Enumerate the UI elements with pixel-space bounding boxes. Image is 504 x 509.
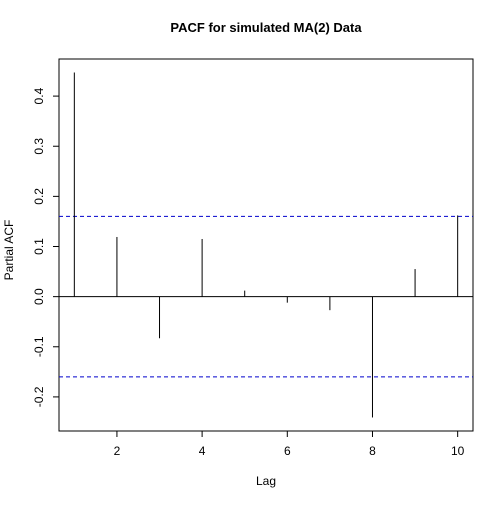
x-tick-label: 4 <box>199 444 206 458</box>
chart-title: PACF for simulated MA(2) Data <box>170 20 362 35</box>
x-axis-label: Lag <box>256 474 276 488</box>
y-tick-label: -0.2 <box>32 386 46 407</box>
y-axis-label: Partial ACF <box>2 220 16 281</box>
x-tick-label: 6 <box>284 444 291 458</box>
y-tick-label: 0.0 <box>32 288 46 305</box>
x-tick-label: 2 <box>114 444 121 458</box>
y-tick-label: 0.2 <box>32 188 46 205</box>
chart-marks: 2 4 6 8 10 -0.2 -0.1 0.0 0.1 0.2 0.3 0.4 <box>32 72 473 458</box>
x-tick-label: 10 <box>451 444 465 458</box>
y-tick-label: -0.1 <box>32 336 46 357</box>
x-tick-label: 8 <box>369 444 376 458</box>
y-tick-label: 0.1 <box>32 238 46 255</box>
y-tick-label: 0.4 <box>32 87 46 104</box>
y-tick-label: 0.3 <box>32 138 46 155</box>
plot-frame <box>58 58 474 432</box>
